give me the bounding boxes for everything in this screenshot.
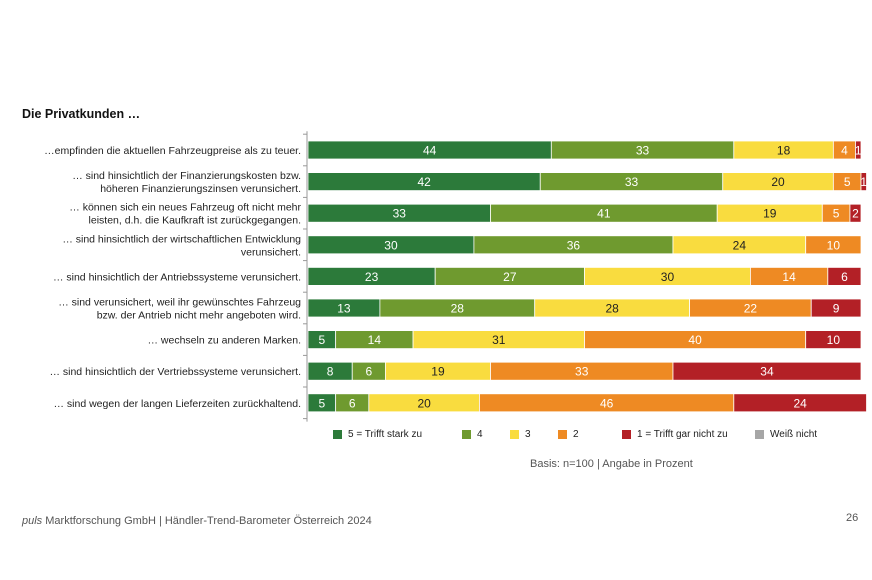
data-label: 42 <box>417 175 431 189</box>
data-label: 33 <box>575 365 589 379</box>
data-label: 5 <box>318 396 325 410</box>
data-label: 18 <box>777 144 791 158</box>
data-label: 10 <box>827 333 841 347</box>
bar-segment <box>827 266 862 286</box>
legend-item: 5 = Trifft stark zu <box>333 429 422 440</box>
legend-label: 5 = Trifft stark zu <box>348 429 423 440</box>
data-label: 34 <box>760 365 774 379</box>
bar-segment <box>733 393 867 413</box>
category-label: … sind verunsichert, weil ihr gewünschte… <box>58 297 301 309</box>
category-label: höheren Finanzierungszinsen verunsichert… <box>100 183 301 195</box>
bar-segment <box>810 298 862 318</box>
data-label: 40 <box>688 333 702 347</box>
bar-segment <box>855 140 862 160</box>
legend-item: Weiß nicht <box>755 429 817 440</box>
legend-swatch <box>755 430 764 439</box>
data-label: 5 <box>318 333 325 347</box>
legend-item: 3 <box>510 429 531 440</box>
category-label: … sind hinsichtlich der Vertriebssysteme… <box>49 366 301 378</box>
section-title: Die Privatkunden … <box>22 107 141 121</box>
legend-item: 2 <box>558 429 579 440</box>
data-label: 6 <box>841 270 848 284</box>
data-label: 6 <box>365 365 372 379</box>
category-label: bzw. der Antrieb nicht mehr angeboten wi… <box>97 310 301 322</box>
data-label: 24 <box>793 396 807 410</box>
data-label: 22 <box>744 302 758 316</box>
data-label: 44 <box>423 144 437 158</box>
data-label: 5 <box>833 207 840 221</box>
legend-swatch <box>462 430 471 439</box>
legend-swatch <box>622 430 631 439</box>
data-label: 33 <box>625 175 639 189</box>
data-label: 2 <box>852 207 859 221</box>
legend-label: Weiß nicht <box>770 429 818 440</box>
footer-text: Marktforschung GmbH | Händler-Trend-Baro… <box>42 515 372 527</box>
data-label: 9 <box>833 302 840 316</box>
legend-label: 1 = Trifft gar nicht zu <box>637 429 728 440</box>
data-label: 33 <box>636 144 650 158</box>
category-label: verunsichert. <box>241 246 301 258</box>
legend-label: 3 <box>525 429 531 440</box>
category-label: … sind hinsichtlich der Finanzierungskos… <box>72 170 301 182</box>
data-label: 28 <box>451 302 465 316</box>
bar-segment <box>805 235 862 255</box>
category-label: …empfinden die aktuellen Fahrzeugpreise … <box>44 145 301 157</box>
legend-label: 4 <box>477 429 483 440</box>
basis-note: Basis: n=100 | Angabe in Prozent <box>530 458 693 470</box>
data-label: 10 <box>827 238 841 252</box>
data-label: 27 <box>503 270 517 284</box>
legend-label: 2 <box>573 429 579 440</box>
data-label: 24 <box>733 238 747 252</box>
data-label: 28 <box>605 302 619 316</box>
data-label: 5 <box>844 175 851 189</box>
data-label: 30 <box>661 270 675 284</box>
category-label: leisten, d.h. die Kaufkraft ist zurückge… <box>89 215 301 227</box>
data-label: 20 <box>771 175 785 189</box>
legend-item: 4 <box>462 429 483 440</box>
data-label: 1 <box>860 175 867 189</box>
data-label: 14 <box>782 270 796 284</box>
legend-swatch <box>558 430 567 439</box>
data-label: 46 <box>600 396 614 410</box>
data-label: 20 <box>417 396 431 410</box>
data-label: 19 <box>763 207 777 221</box>
data-label: 31 <box>492 333 506 347</box>
data-label: 1 <box>855 144 862 158</box>
footer: puls Marktforschung GmbH | Händler-Trend… <box>22 515 372 527</box>
data-label: 19 <box>431 365 445 379</box>
data-label: 33 <box>393 207 407 221</box>
data-label: 23 <box>365 270 379 284</box>
data-label: 36 <box>567 238 581 252</box>
legend-swatch <box>510 430 519 439</box>
data-label: 41 <box>597 207 611 221</box>
footer-brand: puls <box>22 515 43 527</box>
bar-segment <box>672 361 862 381</box>
bar-segment <box>860 172 867 192</box>
category-label: … sind hinsichtlich der Antriebssysteme … <box>53 271 301 283</box>
bar-segment <box>849 203 862 223</box>
data-label: 4 <box>841 144 848 158</box>
data-label: 14 <box>368 333 382 347</box>
legend-item: 1 = Trifft gar nicht zu <box>622 429 728 440</box>
data-label: 6 <box>349 396 356 410</box>
category-label: … sind wegen der langen Lieferzeiten zur… <box>54 398 302 410</box>
category-label: … sind hinsichtlich der wirtschaftlichen… <box>62 233 301 245</box>
bar-segment <box>805 330 862 350</box>
legend-swatch <box>333 430 342 439</box>
data-label: 8 <box>327 365 334 379</box>
page-number: 26 <box>846 512 859 524</box>
category-label: … wechseln zu anderen Marken. <box>148 335 302 347</box>
category-label: … können sich ein neues Fahrzeug oft nic… <box>69 202 301 214</box>
data-label: 13 <box>337 302 351 316</box>
data-label: 30 <box>384 238 398 252</box>
